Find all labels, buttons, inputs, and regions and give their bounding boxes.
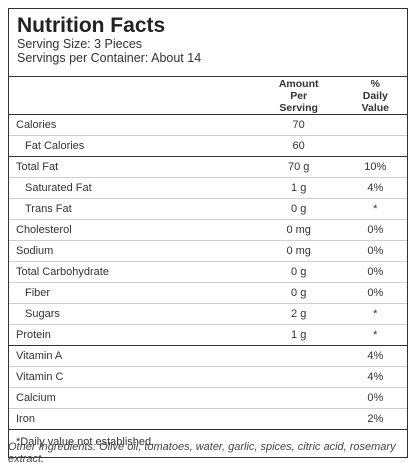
other-ingredients: Other Ingredients: Olive oil, tomatoes, … (8, 441, 396, 465)
table-row: Fat Calories 60 (9, 135, 407, 157)
footnote: *Daily value not established. (9, 429, 407, 457)
row-label: Iron (9, 408, 254, 429)
row-label: Total Carbohydrate (9, 261, 254, 283)
row-amount (253, 408, 344, 429)
row-amount: 0 g (253, 261, 344, 283)
table-row: Sugars 2 g * (9, 303, 407, 325)
table-row: Calcium 0% (9, 387, 407, 409)
row-amount: 70 g (253, 156, 344, 178)
nutrition-table: Amount Per Serving % Daily Value Calorie… (9, 76, 407, 429)
table-row: Total Fat 70 g 10% (9, 156, 407, 178)
table-row: Iron 2% (9, 408, 407, 429)
table-row: Calories 70 (9, 115, 407, 136)
row-amount (253, 366, 344, 388)
row-label: Sugars (9, 303, 254, 325)
row-label: Calcium (9, 387, 254, 409)
row-amount: 0 mg (253, 240, 344, 262)
row-daily-value (344, 115, 407, 136)
row-daily-value: * (343, 198, 407, 220)
row-amount (253, 345, 344, 367)
table-row: Fiber 0 g 0% (9, 282, 407, 304)
row-amount (253, 387, 344, 409)
row-label: Cholesterol (9, 219, 254, 241)
row-daily-value: 0% (343, 240, 407, 262)
row-amount: 2 g (253, 303, 344, 325)
row-amount: 70 (292, 119, 305, 131)
servings-per-container: Servings per Container: About 14 (17, 51, 202, 65)
row-amount: 0 g (253, 198, 344, 220)
row-daily-value: * (343, 303, 407, 325)
table-row: Trans Fat 0 g * (9, 198, 407, 220)
serving-size: Serving Size: 3 Pieces (17, 37, 143, 51)
row-daily-value: 2% (343, 408, 407, 429)
row-daily-value: 10% (343, 156, 407, 178)
row-amount: 60 (253, 135, 344, 157)
row-label: Protein (9, 324, 254, 346)
table-row: Sodium 0 mg 0% (9, 240, 407, 262)
row-daily-value: 0% (343, 282, 407, 304)
nutrition-facts-panel: Nutrition Facts Serving Size: 3 Pieces S… (8, 8, 408, 458)
row-label: Trans Fat (9, 198, 254, 220)
row-daily-value (343, 135, 407, 157)
row-amount: 0 mg (253, 219, 344, 241)
row-label: Fat Calories (9, 135, 254, 157)
page-title: Nutrition Facts (17, 14, 166, 37)
row-daily-value: 4% (343, 177, 407, 199)
row-label: Vitamin A (9, 345, 254, 367)
table-row: Vitamin C 4% (9, 366, 407, 388)
table-row: Saturated Fat 1 g 4% (9, 177, 407, 199)
table-row: Protein 1 g * (9, 324, 407, 346)
daily-value-column-header: % Daily Value (343, 76, 407, 115)
table-row: Total Carbohydrate 0 g 0% (9, 261, 407, 283)
row-daily-value: 0% (343, 387, 407, 409)
nutrition-header: Nutrition Facts Serving Size: 3 Pieces S… (9, 9, 407, 76)
row-daily-value: 4% (343, 345, 407, 367)
table-row: Cholesterol 0 mg 0% (9, 219, 407, 241)
row-daily-value: 0% (343, 219, 407, 241)
row-label: Calories (16, 119, 57, 131)
row-amount: 1 g (253, 177, 344, 199)
amount-column-header: Amount Per Serving (253, 76, 344, 115)
row-amount: 0 g (253, 282, 344, 304)
label-column-header (9, 76, 254, 115)
row-label: Sodium (9, 240, 254, 262)
row-amount: 1 g (253, 324, 344, 346)
row-label: Saturated Fat (9, 177, 254, 199)
table-row: Vitamin A 4% (9, 345, 407, 367)
row-label: Total Fat (9, 156, 254, 178)
row-daily-value: * (343, 324, 407, 346)
table-header-row: Amount Per Serving % Daily Value (9, 76, 407, 115)
row-label: Vitamin C (9, 366, 254, 388)
row-daily-value: 0% (343, 261, 407, 283)
row-daily-value: 4% (343, 366, 407, 388)
row-label: Fiber (9, 282, 254, 304)
